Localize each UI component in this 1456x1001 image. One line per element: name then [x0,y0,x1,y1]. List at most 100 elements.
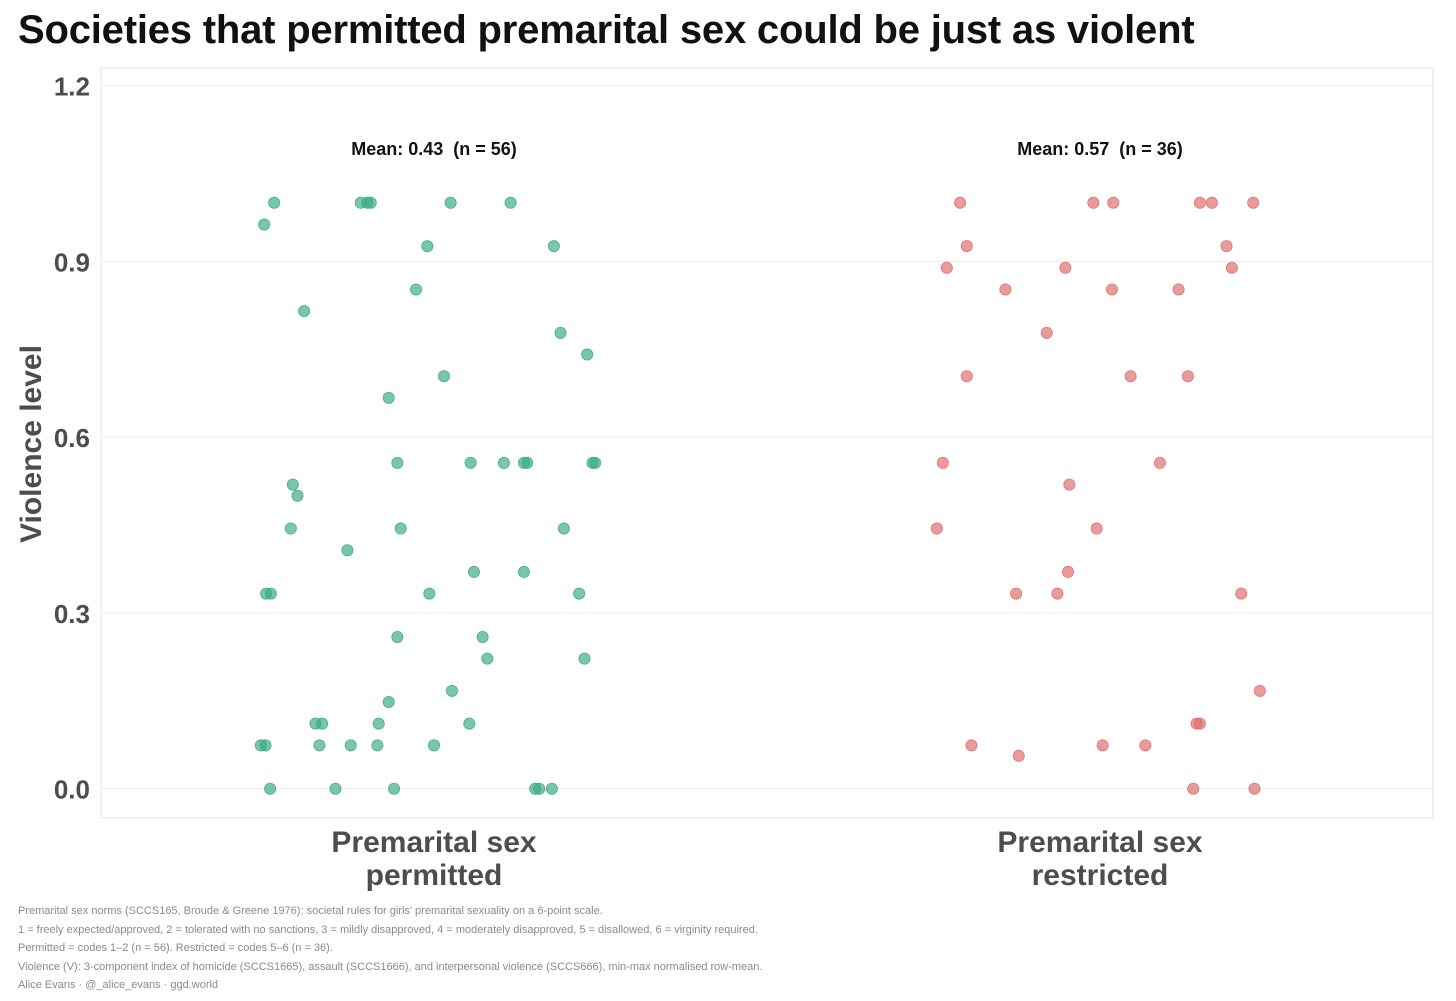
y-tick-label: 0.6 [54,423,90,453]
data-point [1010,587,1023,600]
data-point [264,782,277,795]
y-tick-label: 0.3 [54,599,90,629]
data-point [1087,196,1100,209]
data-point [388,782,401,795]
x-tick-labels: Premarital sex permitted Premarital sex res… [331,826,1202,892]
data-point [1096,739,1109,752]
data-point [258,218,271,231]
data-point [1220,240,1233,253]
data-point [344,739,357,752]
y-axis-label: Violence level [15,345,48,543]
data-point [391,630,404,643]
data-point [268,196,281,209]
data-point [1012,749,1025,762]
data-point [463,717,476,730]
data-point [1253,684,1266,697]
data-point [298,305,311,318]
data-point [1059,261,1072,274]
data-point [1225,261,1238,274]
data-point [581,348,594,361]
page-title: Societies that permitted premarital sex … [18,8,1195,52]
data-point [960,370,973,383]
data-point [517,565,530,578]
mean-label: Mean: 0.57 (n = 36) [1017,139,1183,159]
data-point [1063,478,1076,491]
data-point [313,739,326,752]
data-point [1248,782,1261,795]
data-point [316,717,329,730]
data-point [481,652,494,665]
footnote-line: Alice Evans · @_alice_evans · ggd.world [18,979,219,991]
data-point [1139,739,1152,752]
data-point [421,240,434,253]
y-tick-label: 0.9 [54,247,90,277]
data-point [467,565,480,578]
data-point [578,652,591,665]
data-point [1040,326,1053,339]
footnote-line: Violence (V): 3-component index of homic… [18,960,763,973]
data-point [960,240,973,253]
data-point [930,522,943,535]
data-point [371,739,384,752]
mean-labels: Mean: 0.43 (n = 56) Mean: 0.57 (n = 36) [351,139,1183,159]
data-point [954,196,967,209]
data-point [394,522,407,535]
data-points [254,196,1266,795]
data-point [547,240,560,253]
data-point [1172,283,1185,296]
footnotes: Premarital sex norms (SCCS165, Broude & … [18,902,762,995]
data-point [341,544,354,557]
data-point [437,370,450,383]
data-point [464,456,477,469]
data-point [1193,196,1206,209]
footnote-line: 1 = freely expected/approved, 2 = tolera… [18,923,758,936]
y-tick-label: 1.2 [54,72,90,102]
data-point [521,456,534,469]
data-point [264,587,277,600]
data-point [545,782,558,795]
data-point [1062,565,1075,578]
data-point [391,456,404,469]
data-point [259,739,272,752]
y-tick-labels: 0.0 0.3 0.6 0.9 1.2 [54,72,90,805]
data-point [364,196,377,209]
data-point [1181,370,1194,383]
data-point [554,326,567,339]
x-tick-label: Premarital sex permitted [331,826,536,892]
data-point [1153,456,1166,469]
footnote-line: Premarital sex norms (SCCS165, Broude & … [18,905,603,917]
data-point [286,478,299,491]
data-point [372,717,385,730]
data-point [1205,196,1218,209]
data-point [1247,196,1260,209]
data-point [504,196,517,209]
data-point [445,684,458,697]
data-point [965,739,978,752]
data-point [476,630,489,643]
data-point [354,196,367,209]
plot-panel [100,67,1434,819]
x-tick-label: Premarital sex restricted [997,826,1202,892]
data-point [940,261,953,274]
data-point [1124,370,1137,383]
data-point [1105,283,1118,296]
data-point [444,196,457,209]
data-point [329,782,342,795]
data-point [1107,196,1120,209]
data-point [291,489,304,502]
data-point [423,587,436,600]
data-point [557,522,570,535]
data-point [1090,522,1103,535]
data-point [573,587,586,600]
y-tick-label: 0.0 [54,775,90,805]
data-point [589,456,602,469]
data-point [382,695,395,708]
data-point [1187,782,1200,795]
footnote-line: Permitted = codes 1–2 (n = 56). Restrict… [18,942,333,954]
data-point [936,456,949,469]
data-point [427,739,440,752]
data-point [1235,587,1248,600]
data-point [382,391,395,404]
data-point [284,522,297,535]
